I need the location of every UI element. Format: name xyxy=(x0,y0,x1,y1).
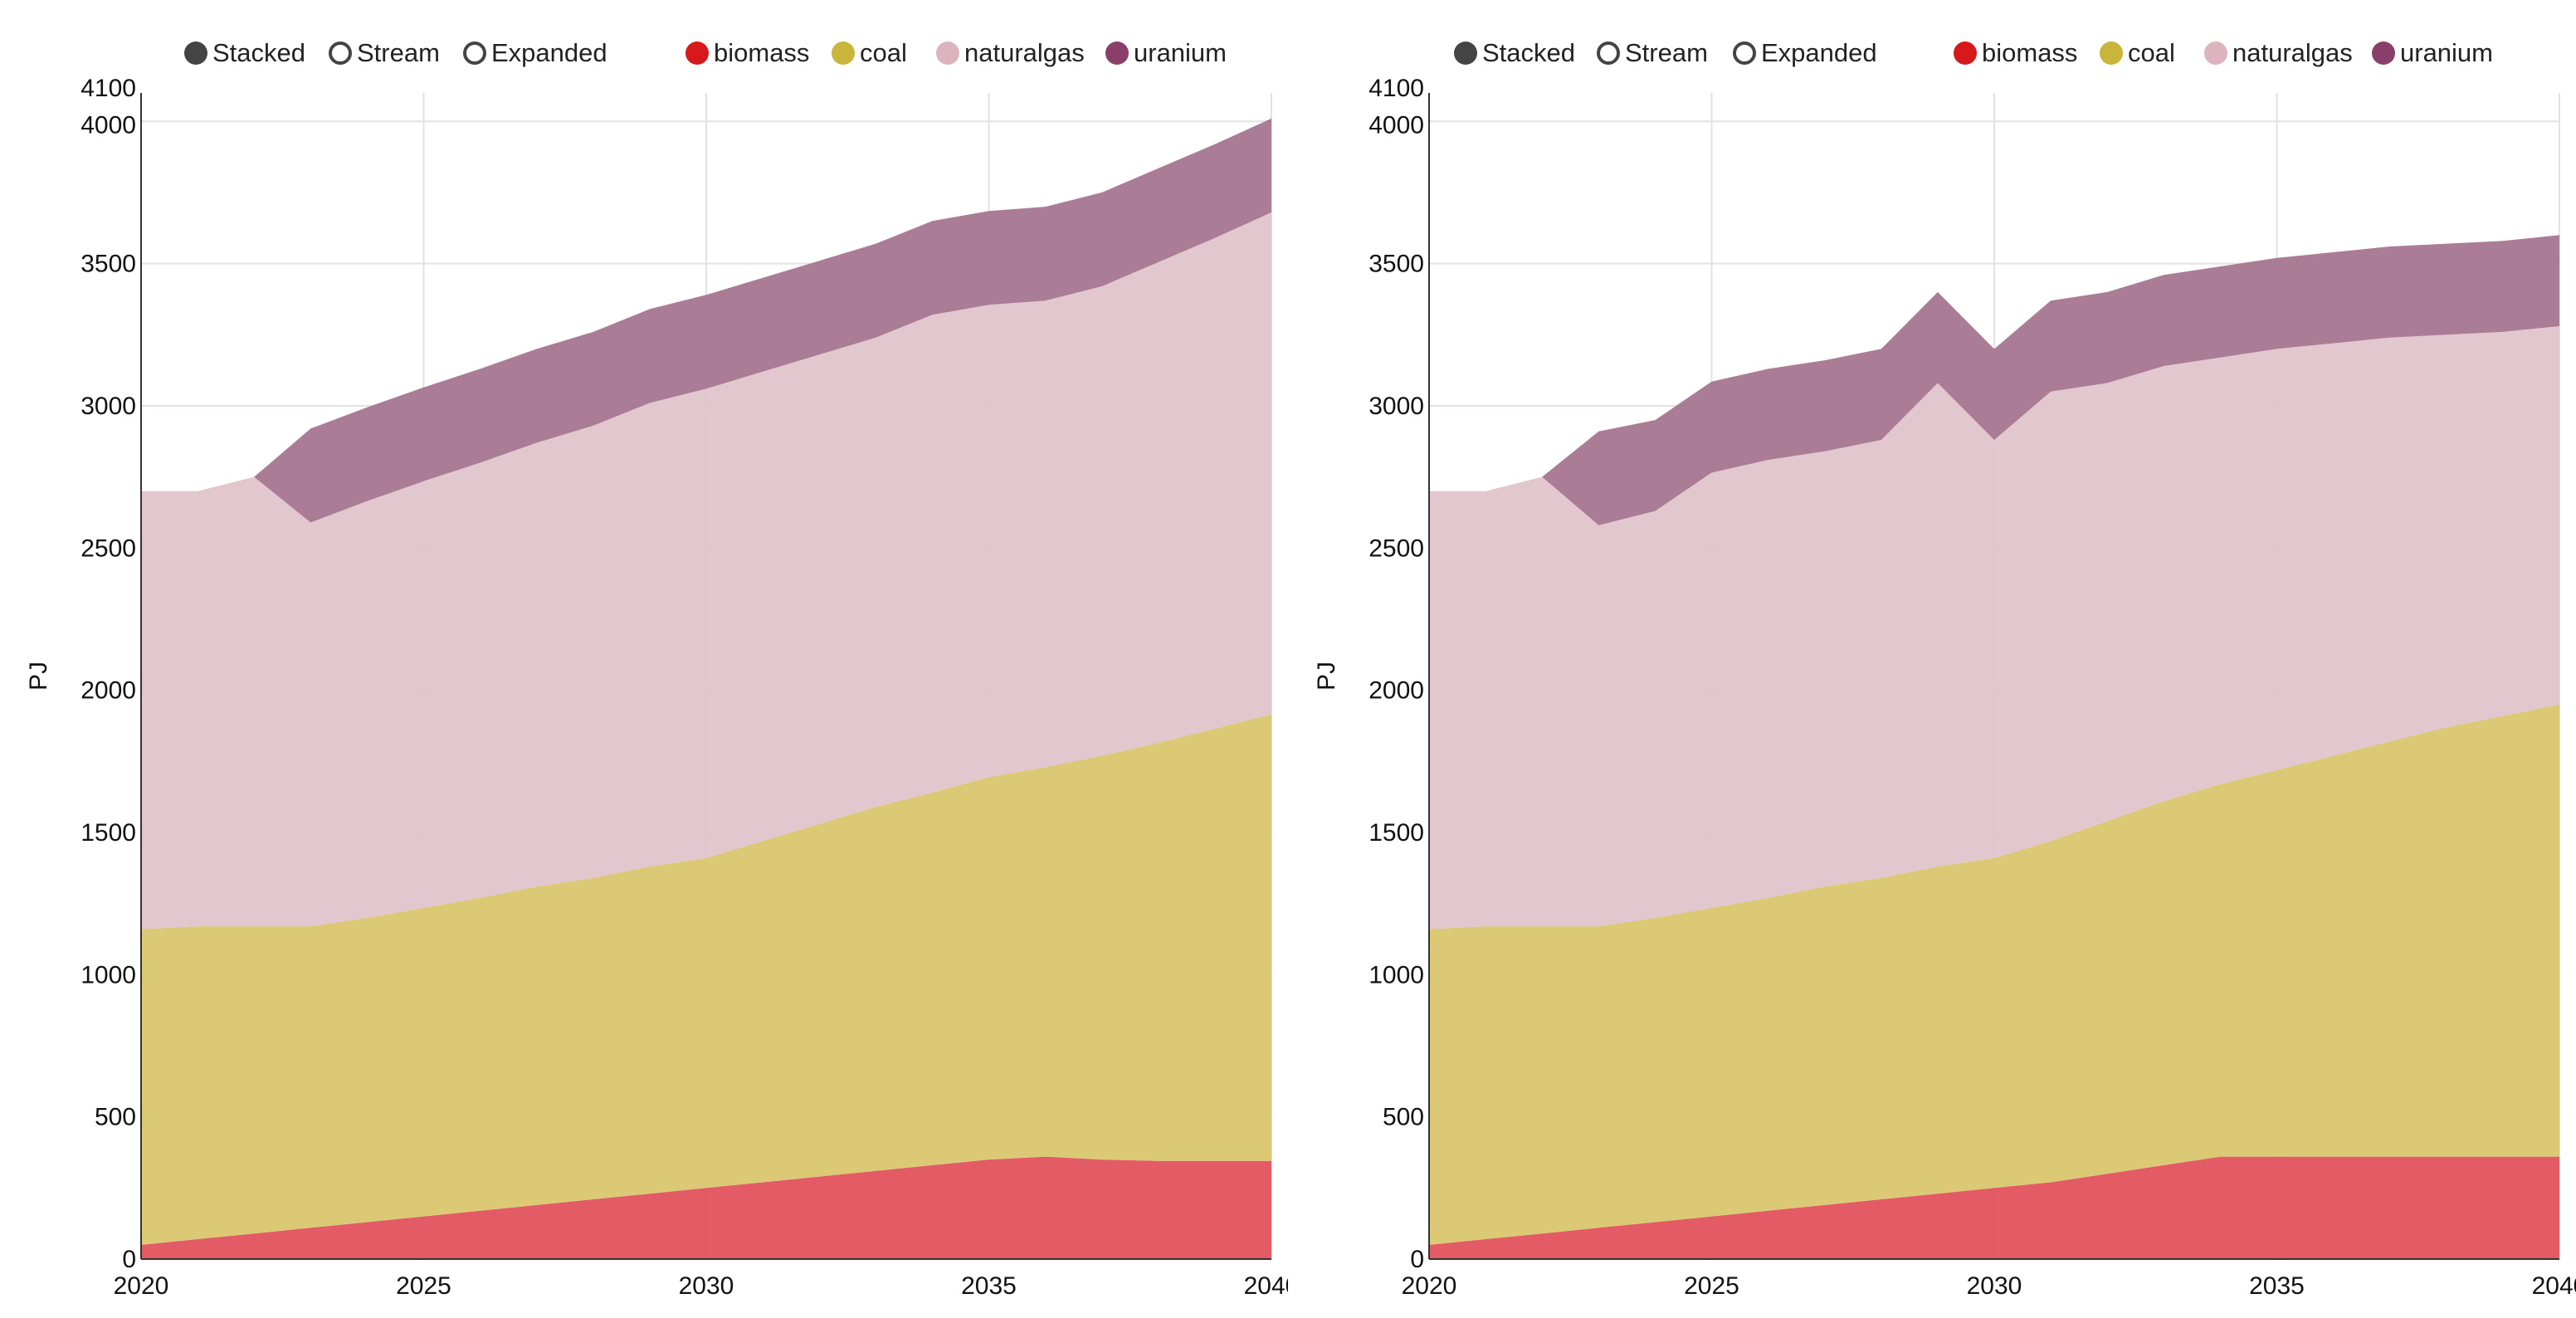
x-tick-label: 2030 xyxy=(679,1272,734,1300)
x-tick-label: 2020 xyxy=(1402,1272,1457,1300)
y-tick-label: 3500 xyxy=(80,251,136,278)
x-tick-label: 2025 xyxy=(396,1272,451,1300)
chart-panel-left: Stacked Stream Expanded biomass coal nat… xyxy=(0,0,1288,1318)
x-tick-label: 2020 xyxy=(114,1272,169,1300)
y-tick-label: 500 xyxy=(95,1104,136,1131)
y-tick-label: 2000 xyxy=(1368,677,1424,705)
y-tick-label: 500 xyxy=(1383,1104,1424,1131)
x-tick-label: 2040 xyxy=(1244,1272,1288,1300)
y-tick-label: 2500 xyxy=(80,535,136,562)
stacked-area-chart: 0 500 1000 1500 2000 2500 3000 3500 4000 4100 2020… xyxy=(1288,0,2576,1318)
x-tick-label: 2035 xyxy=(2249,1272,2305,1300)
y-tick-label: 0 xyxy=(122,1246,136,1273)
y-tick-label: 1000 xyxy=(1368,961,1424,988)
x-tick-label: 2025 xyxy=(1684,1272,1739,1300)
y-tick-label: 0 xyxy=(1410,1246,1424,1273)
x-tick-label: 2035 xyxy=(961,1272,1017,1300)
y-tick-label: 3500 xyxy=(1368,251,1424,278)
stacked-area-chart: 0 500 1000 1500 2000 2500 3000 3500 4000 4100 2020… xyxy=(0,0,1288,1318)
y-tick-label: 4000 xyxy=(80,111,136,139)
y-tick-label: 2000 xyxy=(80,677,136,705)
x-tick-label: 2040 xyxy=(2532,1272,2576,1300)
y-tick-label: 4100 xyxy=(80,75,136,102)
y-axis-title: PJ xyxy=(25,661,52,691)
y-tick-label: 1500 xyxy=(1368,819,1424,847)
y-axis-title: PJ xyxy=(1313,661,1340,691)
y-tick-label: 1500 xyxy=(80,819,136,847)
y-tick-label: 3000 xyxy=(1368,393,1424,420)
x-tick-label: 2030 xyxy=(1967,1272,2022,1300)
y-tick-label: 4000 xyxy=(1368,111,1424,139)
series-areas xyxy=(1429,235,2559,1259)
y-tick-label: 3000 xyxy=(80,393,136,420)
y-tick-label: 4100 xyxy=(1368,75,1424,102)
y-tick-label: 2500 xyxy=(1368,535,1424,562)
y-tick-label: 1000 xyxy=(80,961,136,988)
chart-panel-right: Stacked Stream Expanded biomass coal nat… xyxy=(1288,0,2576,1318)
